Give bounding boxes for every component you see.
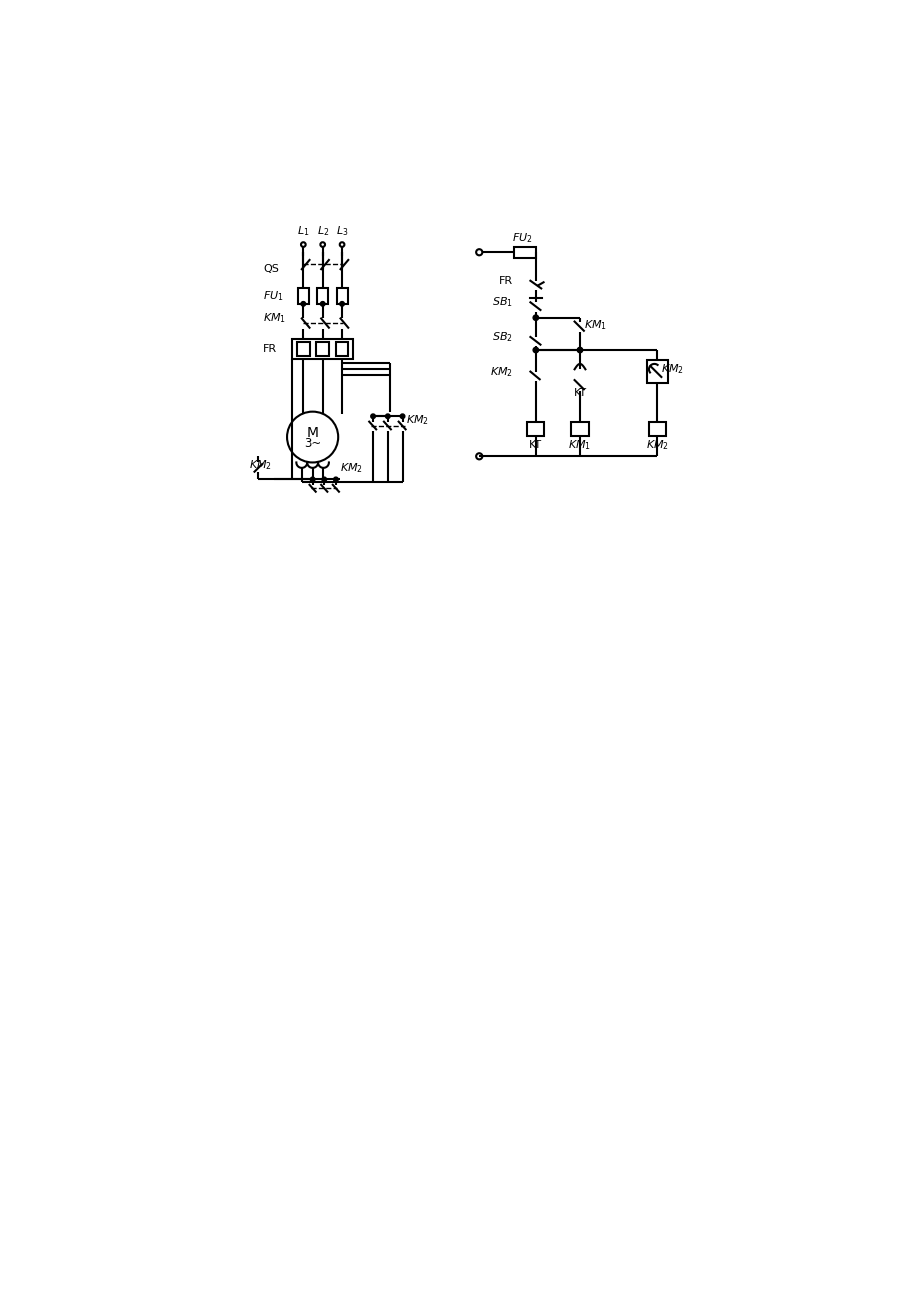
Bar (316, 342, 329, 356)
Bar (298, 289, 309, 304)
Bar (514, 247, 535, 257)
Bar (297, 342, 309, 356)
Text: $L_1$: $L_1$ (297, 225, 309, 238)
Text: $FU_1$: $FU_1$ (263, 289, 283, 303)
Circle shape (532, 315, 538, 320)
Circle shape (576, 347, 582, 352)
Text: M: M (306, 426, 318, 441)
Circle shape (334, 477, 337, 481)
Bar (317, 289, 328, 304)
Circle shape (400, 415, 404, 419)
Bar (646, 360, 667, 384)
Bar (648, 421, 665, 436)
Text: $KM_2$: $KM_2$ (489, 365, 512, 378)
Text: $KM_2$: $KM_2$ (661, 363, 684, 376)
Text: $KM_2$: $KM_2$ (645, 438, 668, 451)
Bar (335, 342, 348, 356)
Text: FR: FR (263, 344, 277, 355)
Text: $KM_2$: $KM_2$ (339, 462, 362, 474)
Text: $KM_1$: $KM_1$ (263, 312, 286, 325)
Text: $KM_1$: $KM_1$ (568, 438, 591, 451)
Text: KT: KT (573, 389, 586, 398)
Circle shape (322, 477, 326, 481)
Bar (292, 339, 353, 359)
Bar (571, 421, 588, 436)
Text: FR: FR (498, 276, 512, 286)
Circle shape (321, 302, 324, 306)
Circle shape (301, 302, 305, 306)
Text: $KM_2$: $KM_2$ (406, 413, 429, 426)
Text: $KM_2$: $KM_2$ (249, 459, 272, 472)
Bar (527, 421, 544, 436)
Text: $SB_1$: $SB_1$ (491, 295, 512, 309)
Circle shape (370, 415, 375, 419)
Text: $FU_2$: $FU_2$ (511, 231, 531, 244)
Text: KT: KT (528, 439, 542, 450)
Circle shape (311, 477, 314, 481)
Circle shape (385, 415, 390, 419)
Text: $KM_1$: $KM_1$ (584, 318, 607, 333)
Text: QS: QS (263, 264, 278, 274)
Circle shape (340, 302, 344, 306)
Bar (336, 289, 347, 304)
Text: 3~: 3~ (303, 438, 321, 451)
Text: $L_2$: $L_2$ (316, 225, 328, 238)
Circle shape (532, 347, 538, 352)
Text: $L_3$: $L_3$ (335, 225, 348, 238)
Text: $SB_2$: $SB_2$ (492, 330, 512, 343)
